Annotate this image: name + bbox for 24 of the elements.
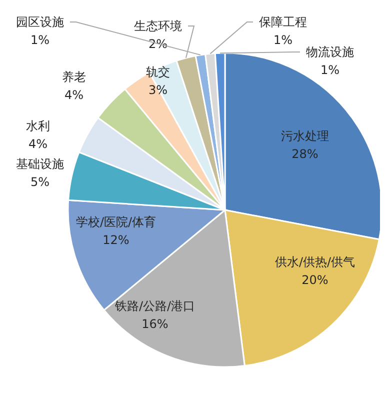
slice-label: 水利 [26,119,50,133]
data-label: 1% [30,33,50,47]
slice-label: 保障工程 [259,15,307,29]
slice-label: 轨交 [146,65,170,79]
data-label: 2% [148,37,168,51]
slice-label: 养老 [62,70,86,84]
data-label: 28% [292,147,318,161]
slice-label: 生态环境 [134,19,182,33]
data-label: 5% [30,175,50,189]
slice-label: 铁路/公路/港口 [114,299,196,313]
data-label: 12% [102,233,130,247]
slice-label: 园区设施 [16,15,64,29]
slice-label: 基础设施 [16,157,64,171]
data-label: 1% [320,63,340,77]
slice-label: 污水处理 [281,129,329,143]
slice-label: 学校/医院/体育 [76,215,156,229]
data-label: 4% [28,137,48,151]
slice-label: 供水/供热/供气 [274,255,356,269]
data-label: 16% [142,317,168,331]
slice-label: 物流设施 [306,45,354,59]
data-label: 1% [273,33,293,47]
data-label: 3% [148,83,168,97]
data-label: 20% [302,273,328,287]
data-label: 4% [64,88,84,102]
